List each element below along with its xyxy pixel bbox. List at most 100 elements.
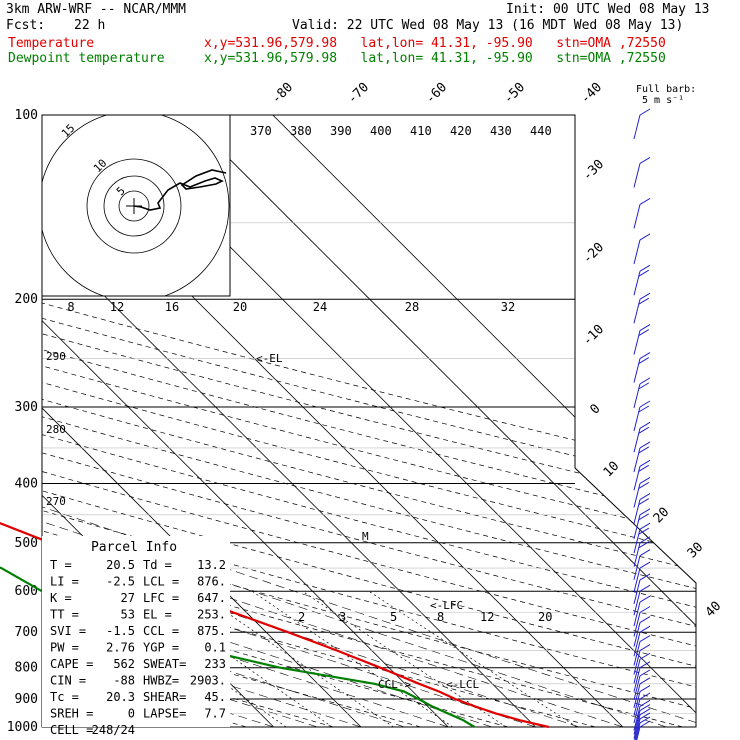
wind-barb [633,292,651,324]
wind-barb [633,661,651,692]
wind-barb [633,625,651,657]
pressure-tick-label: 200 [15,292,38,307]
location-temperature: x,y=531.96,579.98 lat,lon= 41.31, -95.90… [204,36,666,51]
parcel-info-key: LFC = [143,591,179,605]
level-marker: CCL-> [378,678,411,691]
theta-label: 290 [46,350,66,363]
wind-barb [633,522,651,554]
location-dewpoint: x,y=531.96,579.98 lat,lon= 41.31, -95.90… [204,51,666,66]
wind-barb [633,352,651,383]
parcel-info-key: SVI = [50,624,86,638]
parcel-info-value: 233 [204,657,226,671]
wind-barb [635,716,651,740]
parcel-info-key: CIN = [50,674,86,688]
pressure-tick-label: 100 [15,108,38,123]
pressure-tick-label: 1000 [7,720,38,735]
wind-barb [633,616,651,647]
mixing-ratio-label: 3 [339,610,346,624]
parcel-info-key: LCL = [143,575,179,589]
level-marker: <-LFC [430,599,463,612]
theta-e-label: 430 [490,124,512,138]
isotherm-line [0,115,12,727]
level-marker: <-LCL [446,678,479,691]
mixing-ratio-label: 2 [298,610,305,624]
wind-barb [633,635,651,666]
parcel-info-key: YGP = [143,641,179,655]
wind-barb [633,704,651,735]
isotherm-label: -30 [580,157,607,184]
wind-barb [633,477,651,508]
full-barb-units: 5 m s⁻¹ [642,95,685,106]
wind-barb [634,712,651,740]
wind-barb [633,324,651,355]
isotherm-label: -10 [580,322,607,349]
hodograph-ring [86,158,182,254]
isotherm-label: 0 [587,401,603,417]
wind-barb [633,708,651,739]
parcel-info-value: 253. [197,608,226,622]
hodograph-trace [133,169,227,211]
init-time: Init: 00 UTC Wed 08 May 13 [506,2,710,17]
parcel-info-value: 20.3 [106,690,135,704]
wind-barb [633,377,651,408]
parcel-info-key: K = [50,591,72,605]
theta-e-label: 390 [330,124,352,138]
isotherm-label: -80 [269,80,296,107]
dewpoint-legend: Dewpoint temperature [8,51,165,66]
parcel-info-value: 875. [197,624,226,638]
theta-label: 270 [46,495,66,508]
wind-barb [636,720,651,740]
mixing-ratio-line [251,590,453,727]
wind-barb [633,692,651,724]
wind-barb [633,233,651,265]
surface-temperature-tick: 28 [405,300,419,314]
mixing-ratio-line [196,590,394,727]
wind-barb [633,584,651,616]
parcel-info-key: SREH = [50,707,93,721]
parcel-info-value: 7.7 [204,707,226,721]
mixing-ratio-label: 5 [390,610,397,624]
moist-adiabat [42,298,362,727]
parcel-info-key: EL = [143,608,172,622]
wind-barb [633,400,651,432]
wind-barb [633,573,651,605]
wind-barb [633,508,651,539]
isotherm-label: -40 [578,80,605,107]
parcel-info-key: Tc = [50,690,79,704]
wind-barb [633,699,651,731]
pressure-tick-label: 800 [15,661,38,676]
parcel-info-key: HWBZ= [143,674,179,688]
pressure-tick-label: 700 [15,625,38,640]
wind-barb [633,652,651,684]
wind-barb [633,606,651,637]
isotherm-line [272,115,696,727]
wind-barb [633,561,651,593]
surface-temperature-tick: 20 [233,300,247,314]
parcel-info-key: Td = [143,558,172,572]
wind-barb [633,459,651,491]
pressure-tick-label: 300 [15,400,38,415]
pressure-tick-label: 900 [15,692,38,707]
theta-e-label: 380 [290,124,312,138]
wind-barb [633,536,651,567]
surface-temperature-tick: 16 [165,300,179,314]
isotherm-line [42,115,362,727]
parcel-info-value: 2903. [190,674,226,688]
parcel-info-key: SHEAR= [143,690,186,704]
parcel-info-value: 0 [128,707,135,721]
parcel-info-value: -1.5 [106,624,135,638]
wind-barb [633,421,651,453]
model-title: 3km ARW-WRF -- NCAR/MMM [6,2,187,17]
wind-barb [633,264,651,296]
parcel-info-value: -2.5 [106,575,135,589]
wind-barb [633,595,651,627]
wind-barb [633,549,651,580]
theta-e-label: 420 [450,124,472,138]
parcel-info-value: 2.76 [106,641,135,655]
parcel-info-value: 27 [121,591,135,605]
parcel-info-key: TT = [50,608,79,622]
theta-e-label: 370 [250,124,272,138]
wind-barb [633,493,651,524]
theta-e-label: 400 [370,124,392,138]
